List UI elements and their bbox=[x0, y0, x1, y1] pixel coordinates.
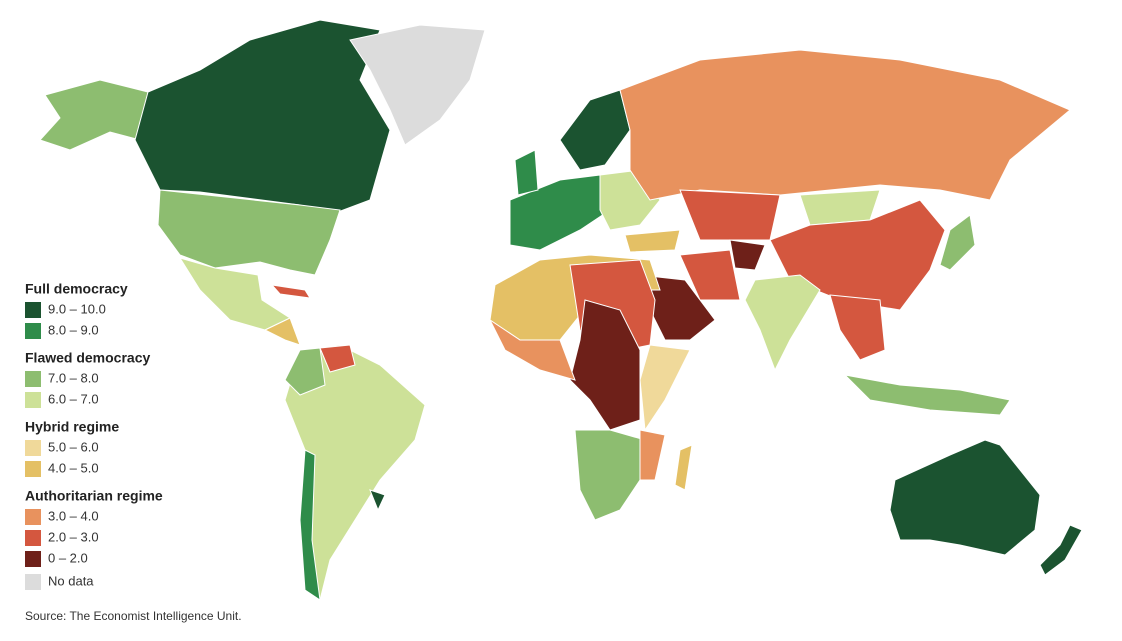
central-asia bbox=[679, 189, 781, 241]
alaska bbox=[39, 79, 149, 151]
southeast-asia bbox=[829, 294, 886, 361]
legend-label: 3.0 – 4.0 bbox=[48, 508, 99, 523]
legend-swatch bbox=[25, 551, 41, 567]
uk bbox=[514, 149, 539, 196]
legend-label: 4.0 – 5.0 bbox=[48, 460, 99, 475]
madagascar bbox=[674, 444, 693, 491]
source-note: Source: The Economist Intelligence Unit. bbox=[25, 609, 242, 623]
chile bbox=[299, 449, 321, 602]
indonesia bbox=[843, 374, 1011, 416]
legend-swatch bbox=[25, 371, 41, 387]
legend-swatch bbox=[25, 392, 41, 408]
east-africa bbox=[639, 344, 691, 432]
legend: Full democracy 9.0 – 10.0 8.0 – 9.0 Flawed … bbox=[25, 281, 163, 590]
india bbox=[744, 274, 821, 372]
australia bbox=[889, 439, 1041, 556]
legend-label: No data bbox=[48, 573, 94, 588]
colombia bbox=[284, 347, 326, 396]
afghanistan bbox=[729, 239, 766, 271]
west-africa bbox=[488, 318, 576, 381]
turkey bbox=[624, 229, 681, 253]
legend-label: 6.0 – 7.0 bbox=[48, 391, 99, 406]
legend-label: 0 – 2.0 bbox=[48, 550, 88, 565]
mexico bbox=[178, 257, 292, 331]
legend-swatch bbox=[25, 323, 41, 339]
legend-group-title: Authoritarian regime bbox=[25, 488, 163, 504]
western-europe bbox=[509, 174, 611, 251]
russia bbox=[619, 49, 1071, 201]
legend-swatch bbox=[25, 440, 41, 456]
legend-swatch bbox=[25, 574, 41, 590]
legend-group-title: Hybrid regime bbox=[25, 419, 119, 435]
canada bbox=[134, 19, 391, 216]
japan bbox=[939, 214, 976, 271]
venezuela bbox=[319, 344, 356, 373]
mozambique bbox=[639, 429, 666, 481]
legend-label: 2.0 – 3.0 bbox=[48, 529, 99, 544]
usa bbox=[157, 189, 341, 276]
legend-swatch bbox=[25, 302, 41, 318]
southern-africa bbox=[574, 429, 646, 521]
legend-swatch bbox=[25, 461, 41, 477]
legend-label: 7.0 – 8.0 bbox=[48, 370, 99, 385]
legend-group-title: Flawed democracy bbox=[25, 350, 150, 366]
scandinavia bbox=[559, 89, 631, 171]
cuba bbox=[270, 284, 311, 299]
legend-group-title: Full democracy bbox=[25, 281, 128, 297]
central-america bbox=[263, 317, 301, 346]
countries bbox=[39, 19, 1083, 602]
uruguay bbox=[369, 489, 386, 512]
legend-swatch bbox=[25, 530, 41, 546]
legend-label: 5.0 – 6.0 bbox=[48, 439, 99, 454]
legend-swatch bbox=[25, 509, 41, 525]
iran bbox=[679, 249, 741, 301]
greenland bbox=[349, 24, 486, 146]
new-zealand bbox=[1039, 524, 1083, 576]
legend-label: 8.0 – 9.0 bbox=[48, 322, 99, 337]
legend-label: 9.0 – 10.0 bbox=[48, 301, 106, 316]
